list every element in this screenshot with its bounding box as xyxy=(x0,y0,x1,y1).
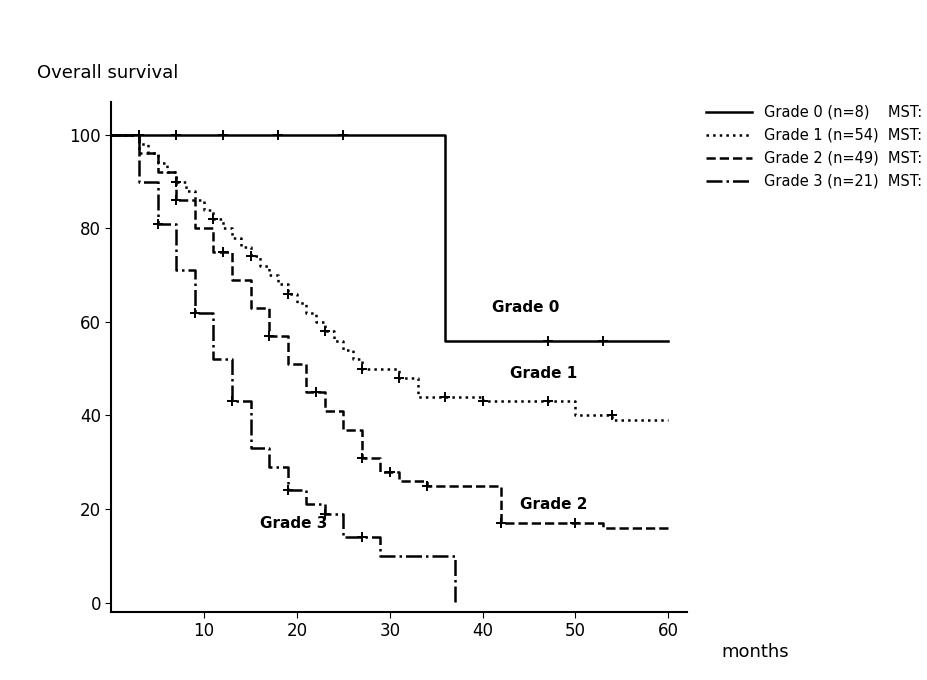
Text: months: months xyxy=(720,643,788,660)
Text: Grade 3: Grade 3 xyxy=(260,515,327,530)
Text: Grade 1: Grade 1 xyxy=(510,366,577,381)
Legend: Grade 0 (n=8)    MST: NA, Grade 1 (n=54)  MST: 27.9, Grade 2 (n=49)  MST: 16.5, : Grade 0 (n=8) MST: NA, Grade 1 (n=54) MS… xyxy=(699,99,927,195)
Text: Grade 0: Grade 0 xyxy=(491,301,559,316)
Text: Overall survival: Overall survival xyxy=(36,64,178,82)
Text: Grade 2: Grade 2 xyxy=(519,497,587,512)
